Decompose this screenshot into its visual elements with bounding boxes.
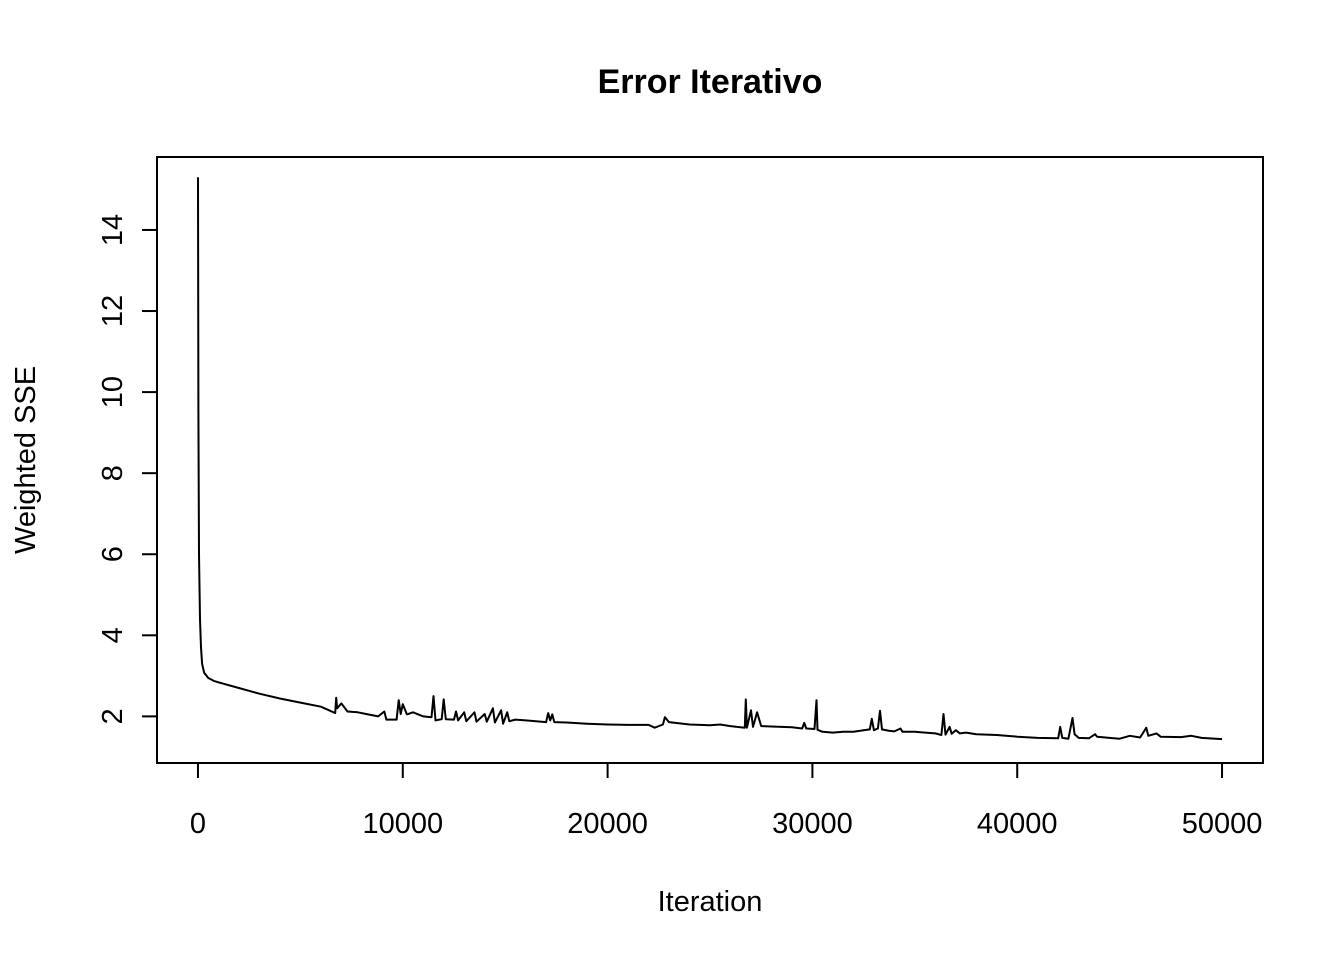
y-tick-label: 2: [97, 708, 129, 724]
chart-title: Error Iterativo: [598, 63, 823, 101]
x-axis: 0 10000 20000 30000 40000 50000: [190, 762, 1263, 840]
y-tick-label: 14: [97, 214, 129, 246]
x-tick-label: 10000: [362, 808, 443, 840]
y-axis-label: Weighted SSE: [10, 366, 42, 554]
x-tick-label: 40000: [977, 808, 1058, 840]
x-axis-label: Iteration: [658, 886, 763, 918]
y-axis: 2 4 6 8 10 12 14: [97, 214, 158, 724]
x-tick-label: 20000: [567, 808, 648, 840]
y-tick-label: 12: [97, 295, 129, 327]
x-tick-label: 50000: [1182, 808, 1263, 840]
y-tick-label: 10: [97, 376, 129, 408]
x-tick-label: 30000: [772, 808, 853, 840]
y-tick-label: 4: [97, 627, 129, 643]
y-tick-label: 6: [97, 546, 129, 562]
y-tick-label: 8: [97, 465, 129, 481]
x-tick-label: 0: [190, 808, 206, 840]
series-line: [197, 177, 1223, 741]
plot-frame: [156, 156, 1264, 764]
